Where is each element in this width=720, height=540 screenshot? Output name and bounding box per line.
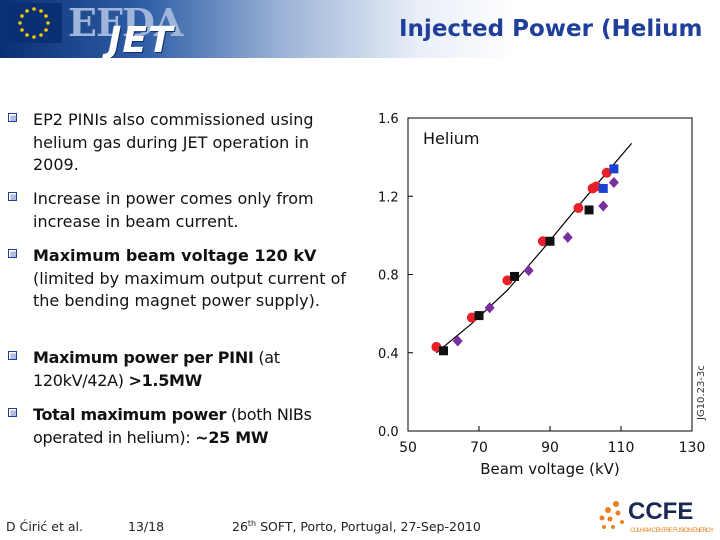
- fit-curve: [436, 143, 633, 354]
- data-point-square: [598, 183, 608, 193]
- bullet-text: Maximum power per PINI (at 120kV/42A) >1…: [33, 347, 351, 392]
- checkbox-bullet-icon: [8, 351, 17, 360]
- bullet-bold: Maximum power per PINI: [33, 348, 254, 367]
- data-point-diamond: [484, 302, 495, 314]
- data-point-square: [545, 236, 555, 246]
- bullet-bold: Total maximum power: [33, 405, 227, 424]
- checkbox-bullet-icon: [8, 113, 17, 122]
- x-tick-label: 130: [679, 440, 706, 456]
- data-point-circle: [601, 167, 612, 178]
- data-point-diamond: [562, 231, 573, 243]
- y-tick-label: 1.6: [378, 112, 399, 127]
- data-point-square: [609, 164, 619, 174]
- bullet-bold-2: >1.5MW: [128, 370, 203, 390]
- footer-author: D Ćirić et al.: [6, 519, 83, 534]
- checkbox-bullet-icon: [8, 192, 17, 201]
- data-point-circle: [591, 181, 602, 192]
- data-point-circle: [502, 275, 513, 286]
- conference-text: SOFT, Porto, Portugal, 27-Sep-2010: [256, 519, 481, 535]
- x-tick-label: 110: [608, 440, 635, 456]
- jet-logo: JET: [108, 20, 174, 58]
- slide-title: Injected Power (Helium: [399, 16, 703, 42]
- y-ticks: 0.0 0.4 0.8 1.2 1.6: [378, 112, 413, 440]
- bullet-text: EP2 PINIs also commissioned using helium…: [33, 110, 314, 174]
- x-tick-label: 90: [541, 440, 559, 456]
- y-tick-label: 0.8: [378, 269, 399, 284]
- header-banner: EFDA JET Injected Power (Helium: [0, 0, 720, 58]
- footer-conference: 26th SOFT, Porto, Portugal, 27-Sep-2010: [232, 519, 481, 534]
- x-tick-label: 70: [470, 440, 488, 456]
- ccfe-logo-text: CCFE: [628, 498, 693, 525]
- plot-frame: [407, 117, 693, 432]
- bullet-rest: (limited by maximum output current of th…: [33, 268, 347, 311]
- data-point-square: [474, 311, 484, 321]
- bullet-bold-2: ~25 MW: [195, 427, 269, 447]
- checkbox-bullet-icon: [8, 408, 17, 417]
- data-point-circle: [573, 202, 584, 213]
- ccfe-logo-subtext: CULHAM CENTRE FUSION ENERGY: [630, 528, 714, 534]
- conference-ordinal-sup: th: [247, 519, 257, 528]
- bullet-text: Total maximum power (both NIBs operated …: [33, 404, 351, 449]
- chart-title: Helium: [423, 129, 480, 148]
- x-axis-label: Beam voltage (kV): [480, 460, 620, 478]
- x-ticks: 50 70 90 110 130: [399, 426, 705, 456]
- data-point-square: [510, 271, 519, 281]
- x-tick-label: 50: [399, 440, 417, 456]
- data-point-diamond: [598, 200, 609, 212]
- side-label: JG10.23-3c: [696, 365, 707, 421]
- data-point-circle: [431, 341, 442, 352]
- helium-power-chart: Helium Beam voltage (kV) JG10.23-3c 0.00…: [378, 112, 707, 478]
- checkbox-bullet-icon: [8, 249, 17, 258]
- footer-page-number: 13/18: [128, 519, 165, 534]
- data-point-circle: [466, 312, 477, 323]
- conference-ordinal: 26: [232, 519, 248, 535]
- y-tick-label: 0.0: [378, 425, 399, 440]
- fit-line: [436, 143, 633, 354]
- ccfe-logo: CCFE CULHAM CENTRE FUSION ENERGY: [599, 498, 714, 534]
- eu-flag-icon: [6, 3, 62, 43]
- efda-logo: EFDA: [68, 0, 183, 45]
- bullet-mid: (at 120kV/42A): [33, 348, 280, 390]
- sunburst-icon: [599, 501, 624, 529]
- data-point-circle: [537, 236, 548, 247]
- data-point-diamond: [452, 335, 463, 347]
- data-point-diamond: [608, 177, 619, 189]
- bullet-text: Maximum beam voltage 120 kV (limited by …: [33, 245, 351, 313]
- bullet-bold: Maximum beam voltage 120 kV: [33, 246, 317, 265]
- y-tick-label: 1.2: [378, 190, 399, 205]
- data-points: [431, 164, 619, 356]
- bullet-mid: (both NIBs operated in helium):: [33, 405, 312, 447]
- data-point-diamond: [523, 265, 534, 277]
- data-point-square: [439, 346, 448, 356]
- y-tick-label: 0.4: [378, 347, 399, 362]
- data-point-square: [584, 205, 594, 215]
- bullet-text: Increase in power comes only from increa…: [33, 189, 314, 231]
